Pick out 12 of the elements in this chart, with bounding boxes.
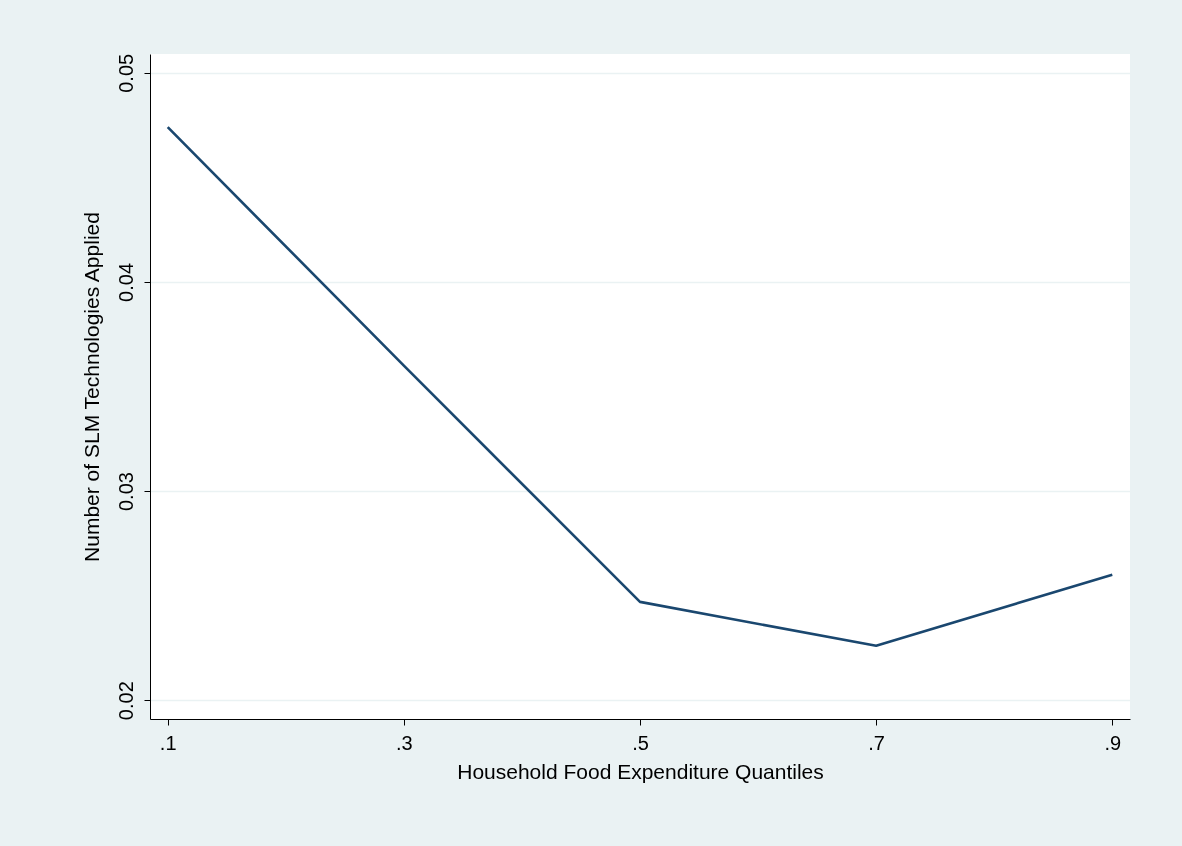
y-axis-title: Number of SLM Technologies Applied [79, 212, 103, 562]
x-tick-label: .7 [868, 731, 885, 754]
x-tick-label: .1 [159, 731, 177, 754]
y-tick-label: 0.05 [114, 53, 137, 93]
x-tick-label: .9 [1104, 731, 1122, 754]
x-tick-label: .3 [396, 731, 413, 754]
x-axis-title: Household Food Expenditure Quantiles [457, 759, 824, 783]
y-tick-label: 0.03 [114, 472, 137, 512]
y-tick-label: 0.04 [114, 262, 137, 302]
line-series [166, 125, 1114, 648]
y-tick-label: 0.02 [114, 681, 137, 721]
x-tick-label: .5 [632, 731, 649, 754]
